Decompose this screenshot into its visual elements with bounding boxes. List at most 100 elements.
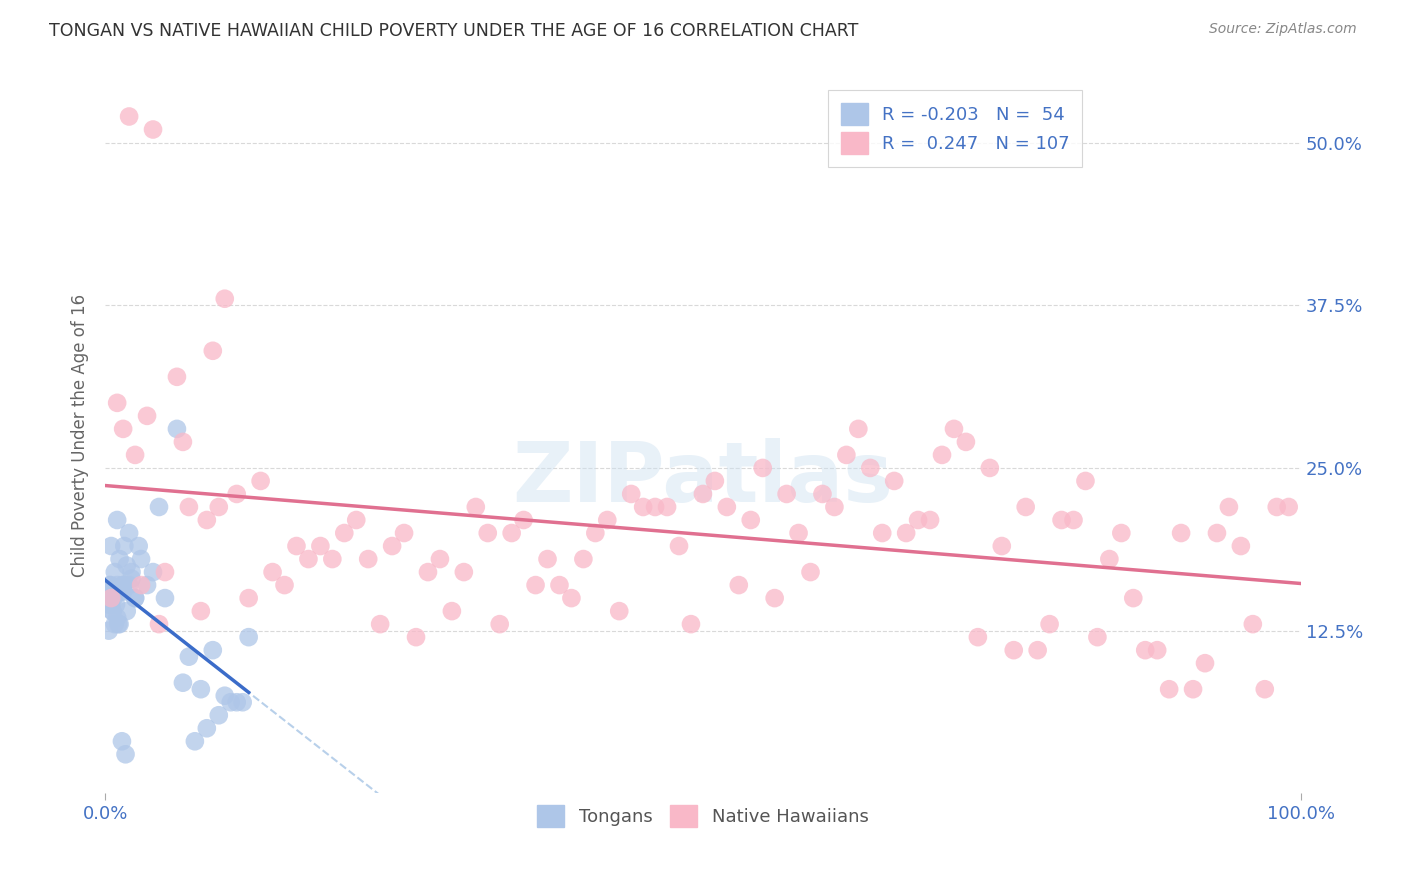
Point xyxy=(787,526,810,541)
Point xyxy=(1230,539,1253,553)
Point xyxy=(214,689,236,703)
Point xyxy=(107,617,129,632)
Point xyxy=(668,539,690,553)
Point xyxy=(128,539,150,553)
Point xyxy=(631,500,654,514)
Point xyxy=(190,604,212,618)
Text: Source: ZipAtlas.com: Source: ZipAtlas.com xyxy=(1209,22,1357,37)
Point xyxy=(488,617,510,632)
Point xyxy=(105,610,128,624)
Point xyxy=(991,539,1014,553)
Point xyxy=(142,565,165,579)
Point xyxy=(112,578,135,592)
Point xyxy=(1182,682,1205,697)
Point xyxy=(136,409,159,423)
Point xyxy=(100,591,122,606)
Point xyxy=(727,578,749,592)
Point xyxy=(942,422,965,436)
Point xyxy=(894,526,917,541)
Point xyxy=(108,617,131,632)
Point xyxy=(1170,526,1192,541)
Point xyxy=(1026,643,1049,657)
Point xyxy=(560,591,582,606)
Point xyxy=(859,461,882,475)
Point xyxy=(931,448,953,462)
Point xyxy=(679,617,702,632)
Point xyxy=(118,526,141,541)
Point xyxy=(114,747,136,762)
Point xyxy=(870,526,893,541)
Point xyxy=(101,604,124,618)
Point xyxy=(112,422,135,436)
Point xyxy=(692,487,714,501)
Point xyxy=(1111,526,1133,541)
Point xyxy=(104,584,127,599)
Point xyxy=(1146,643,1168,657)
Point xyxy=(1254,682,1277,697)
Point xyxy=(309,539,332,553)
Point xyxy=(136,578,159,592)
Point xyxy=(238,630,260,644)
Point xyxy=(208,708,231,723)
Point xyxy=(333,526,356,541)
Point xyxy=(835,448,858,462)
Point xyxy=(105,513,128,527)
Point xyxy=(121,565,143,579)
Point xyxy=(1074,474,1097,488)
Point xyxy=(1241,617,1264,632)
Point xyxy=(453,565,475,579)
Y-axis label: Child Poverty Under the Age of 16: Child Poverty Under the Age of 16 xyxy=(72,293,89,577)
Point xyxy=(184,734,207,748)
Point xyxy=(644,500,666,514)
Point xyxy=(846,422,869,436)
Point xyxy=(115,558,138,573)
Point xyxy=(201,343,224,358)
Point xyxy=(548,578,571,592)
Point xyxy=(249,474,271,488)
Point xyxy=(118,110,141,124)
Point xyxy=(907,513,929,527)
Point xyxy=(823,500,845,514)
Point xyxy=(703,474,725,488)
Point xyxy=(1122,591,1144,606)
Point xyxy=(596,513,619,527)
Point xyxy=(405,630,427,644)
Point xyxy=(357,552,380,566)
Point xyxy=(129,578,152,592)
Point xyxy=(177,649,200,664)
Point xyxy=(512,513,534,527)
Point xyxy=(142,122,165,136)
Point xyxy=(918,513,941,527)
Point xyxy=(124,448,146,462)
Point xyxy=(1194,656,1216,670)
Point xyxy=(381,539,404,553)
Point xyxy=(97,598,120,612)
Point xyxy=(208,500,231,514)
Point xyxy=(172,434,194,449)
Point xyxy=(883,474,905,488)
Point xyxy=(232,695,254,709)
Point xyxy=(104,598,127,612)
Point xyxy=(97,624,120,638)
Point xyxy=(799,565,821,579)
Point xyxy=(172,675,194,690)
Point xyxy=(1278,500,1301,514)
Point xyxy=(118,578,141,592)
Point xyxy=(112,584,135,599)
Point xyxy=(464,500,486,514)
Point xyxy=(129,552,152,566)
Point xyxy=(177,500,200,514)
Point xyxy=(967,630,990,644)
Point xyxy=(1050,513,1073,527)
Point xyxy=(105,396,128,410)
Point xyxy=(1098,552,1121,566)
Point xyxy=(740,513,762,527)
Point xyxy=(1087,630,1109,644)
Point xyxy=(1265,500,1288,514)
Point xyxy=(1015,500,1038,514)
Point xyxy=(105,578,128,592)
Point xyxy=(1159,682,1181,697)
Point xyxy=(368,617,391,632)
Point xyxy=(103,591,125,606)
Point xyxy=(214,292,236,306)
